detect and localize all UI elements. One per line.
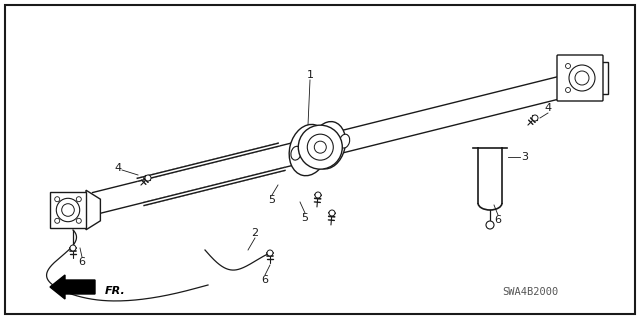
Polygon shape — [138, 143, 279, 181]
Text: SWA4B2000: SWA4B2000 — [502, 287, 558, 297]
Circle shape — [314, 141, 326, 153]
Circle shape — [532, 115, 538, 121]
Text: 6: 6 — [262, 275, 269, 285]
Circle shape — [298, 125, 342, 169]
Text: 5: 5 — [269, 195, 275, 205]
Circle shape — [145, 175, 151, 181]
Circle shape — [54, 218, 60, 223]
Circle shape — [575, 71, 589, 85]
Ellipse shape — [310, 122, 346, 169]
Text: FR.: FR. — [105, 286, 125, 296]
Text: 5: 5 — [301, 213, 308, 223]
Polygon shape — [143, 167, 285, 205]
Text: 2: 2 — [252, 228, 259, 238]
Circle shape — [486, 221, 494, 229]
Circle shape — [307, 134, 333, 160]
Circle shape — [566, 87, 570, 93]
Text: 4: 4 — [115, 163, 122, 173]
Circle shape — [61, 204, 74, 216]
Polygon shape — [50, 275, 95, 299]
Circle shape — [76, 197, 81, 202]
Circle shape — [70, 245, 76, 251]
Polygon shape — [86, 190, 100, 230]
Text: 1: 1 — [307, 70, 314, 80]
Ellipse shape — [339, 134, 349, 148]
Text: 6: 6 — [79, 257, 86, 267]
Circle shape — [329, 210, 335, 216]
Text: 6: 6 — [495, 215, 502, 225]
Circle shape — [267, 250, 273, 256]
Circle shape — [569, 65, 595, 91]
Bar — [592, 62, 608, 94]
Text: 3: 3 — [522, 152, 529, 162]
Bar — [50, 192, 86, 228]
Ellipse shape — [291, 146, 301, 160]
Circle shape — [76, 218, 81, 223]
Circle shape — [56, 198, 80, 222]
FancyBboxPatch shape — [557, 55, 603, 101]
Text: 4: 4 — [545, 103, 552, 113]
Ellipse shape — [289, 124, 328, 176]
Circle shape — [566, 63, 570, 69]
Circle shape — [315, 192, 321, 198]
Circle shape — [54, 197, 60, 202]
